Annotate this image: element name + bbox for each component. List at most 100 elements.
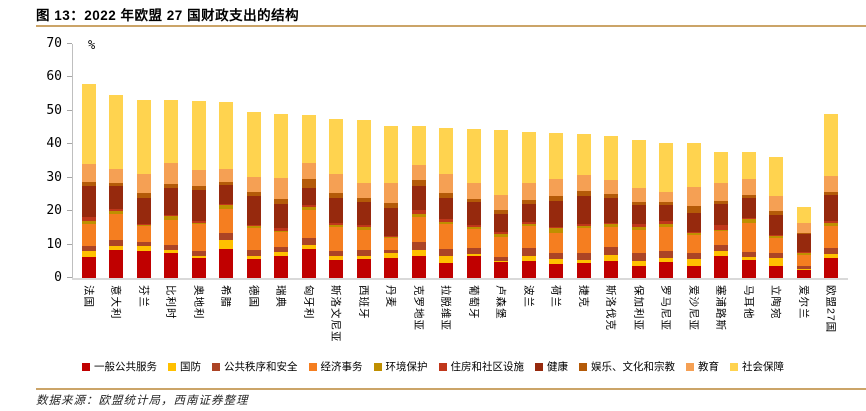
source-note: 数据来源：欧盟统计局，西南证券整理: [36, 395, 249, 407]
legend-label: 国防: [180, 361, 201, 373]
bar-segment: [246, 224, 261, 227]
x-label-slot: 芬兰: [130, 282, 158, 358]
y-tick-label: 20: [46, 203, 62, 219]
bar-segment: [356, 119, 371, 184]
stacked-bar-丹麦: [384, 126, 399, 278]
stacked-bar-比利时: [164, 99, 179, 278]
figure-title: 图 13：2022 年欧盟 27 国财政支出的结构: [36, 8, 300, 23]
bar-segment: [769, 265, 784, 278]
y-tick-mark: [67, 176, 72, 178]
bar-segment: [769, 258, 784, 266]
bar-segment: [824, 253, 839, 258]
bar-segment: [439, 223, 454, 249]
bar-segment: [164, 184, 179, 189]
x-label-slot: 德国: [240, 282, 268, 358]
bar-segment: [109, 250, 124, 278]
y-tick-mark: [67, 109, 72, 111]
bar-slot: [488, 44, 516, 278]
bar-segment: [384, 208, 399, 236]
bar-segment: [631, 252, 646, 262]
bar-segment: [466, 129, 481, 184]
bar-segment: [769, 211, 784, 215]
bar-segment: [329, 255, 344, 260]
x-label-slot: 丹麦: [378, 282, 406, 358]
x-tick-label: 芬兰: [137, 285, 150, 308]
stacked-bar-荷兰: [549, 132, 564, 278]
bar-segment: [219, 169, 234, 183]
bar-segment: [329, 226, 344, 251]
bar-slot: [323, 44, 351, 278]
x-tick-label: 波兰: [522, 285, 535, 308]
bar-segment: [356, 229, 371, 250]
bar-segment: [741, 178, 756, 195]
bar-segment: [411, 242, 426, 251]
y-tick-mark: [67, 210, 72, 212]
bar-segment: [384, 257, 399, 278]
bar-segment: [521, 248, 536, 256]
bar-segment: [384, 253, 399, 258]
stacked-bar-意大利: [109, 95, 124, 278]
bar-segment: [466, 247, 481, 254]
bar-segment: [219, 204, 234, 205]
x-label-slot: 希腊: [213, 282, 241, 358]
x-tick-label: 匈牙利: [302, 285, 315, 320]
bar-segment: [439, 218, 454, 222]
bar-segment: [164, 253, 179, 278]
bar-segment: [81, 216, 96, 221]
x-tick-label: 瑞典: [274, 285, 287, 308]
bar-segment: [246, 192, 261, 196]
bar-segment: [411, 216, 426, 243]
y-axis-unit-label: %: [88, 38, 96, 52]
bar-segment: [604, 180, 619, 195]
x-label-slot: 匈牙利: [295, 282, 323, 358]
bar-segment: [109, 95, 124, 170]
bar-segment: [136, 193, 151, 199]
bar-segment: [604, 226, 619, 248]
bar-segment: [604, 260, 619, 278]
legend-item: 教育: [686, 359, 719, 374]
x-tick-label: 捷克: [577, 285, 590, 308]
bar-segment: [796, 207, 811, 223]
bar-slot: [433, 44, 461, 278]
bar-segment: [576, 259, 591, 263]
bar-segment: [659, 205, 674, 222]
legend-item: 国防: [168, 359, 201, 374]
y-tick-mark: [67, 277, 72, 278]
legend-color-chip: [535, 362, 543, 371]
bar-segment: [576, 175, 591, 192]
bar-segment: [494, 130, 509, 195]
bar-segment: [521, 131, 536, 184]
bar-segment: [219, 248, 234, 278]
bar-segment: [164, 215, 179, 221]
bar-slot: [735, 44, 763, 278]
bar-segment: [274, 228, 289, 231]
x-tick-label: 保加利亚: [632, 285, 645, 331]
bar-slot: [543, 44, 571, 278]
x-tick-label: 卢森堡: [494, 285, 507, 320]
x-label-slot: 荷兰: [543, 282, 571, 358]
legend-color-chip: [373, 362, 382, 371]
bar-segment: [659, 142, 674, 192]
x-tick-label: 拉脱维亚: [439, 285, 452, 331]
bar-segment: [631, 201, 646, 205]
bar-segment: [81, 251, 96, 258]
bar-segment: [301, 163, 316, 179]
bar-segment: [439, 197, 454, 219]
bar-segment: [439, 248, 454, 256]
bar-segment: [301, 207, 316, 210]
bar-segment: [384, 237, 399, 251]
bar-segment: [824, 221, 839, 224]
stacked-bar-西班牙: [356, 119, 371, 278]
bar-segment: [549, 263, 564, 278]
legend-item: 环境保护: [373, 359, 428, 374]
stacked-bar-克罗地亚: [411, 126, 426, 278]
x-tick-label: 丹麦: [384, 285, 397, 308]
bar-segment: [741, 257, 756, 260]
bar-segment: [741, 197, 756, 218]
x-label-slot: 捷克: [570, 282, 598, 358]
bar-slot: [213, 44, 241, 278]
bar-segment: [521, 255, 536, 262]
bar-segment: [136, 224, 151, 226]
bar-segment: [796, 269, 811, 270]
